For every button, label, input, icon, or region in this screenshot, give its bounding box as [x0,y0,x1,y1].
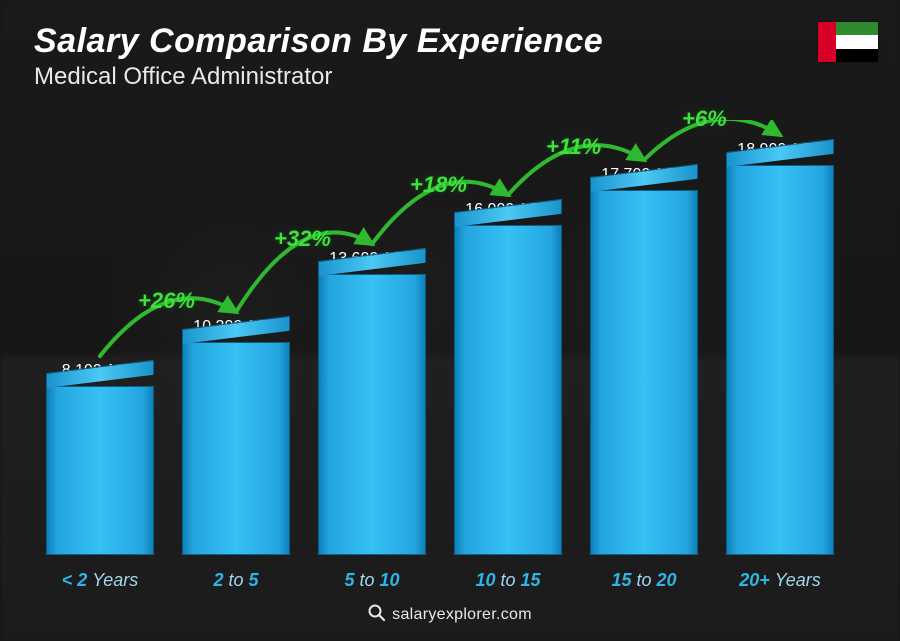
x-tick-label: 10 to 15 [454,570,562,591]
footer-site: salaryexplorer.com [392,606,532,623]
x-axis: < 2 Years 2 to 5 5 to 10 10 to 15 15 to 20 20… [40,570,840,591]
bar [46,386,154,555]
x-tick-label: 20+ Years [726,570,834,591]
bar-column: 17,700 AED [590,166,698,555]
x-tick-label: 15 to 20 [590,570,698,591]
increment-pct-label: +18% [410,172,467,198]
x-tick-label: 2 to 5 [182,570,290,591]
bar [590,190,698,555]
increment-pct-label: +26% [138,288,195,314]
uae-flag-icon [818,22,878,62]
x-tick-label: 5 to 10 [318,570,426,591]
footer: salaryexplorer.com [0,604,900,627]
salary-bar-chart: 8,190 AED 10,300 AED 13,600 AED 16,000 AED 1… [40,120,840,555]
bar-column: 8,190 AED [46,362,154,555]
page-title: Salary Comparison By Experience [34,22,603,61]
bar [318,274,426,555]
bar-column: 16,000 AED [454,201,562,555]
x-tick-label: < 2 Years [46,570,154,591]
content-root: Salary Comparison By Experience Medical … [0,0,900,641]
title-block: Salary Comparison By Experience Medical … [34,22,603,91]
bar [726,165,834,555]
bar-column: 13,600 AED [318,250,426,555]
bar [182,342,290,555]
logo-icon [368,604,386,627]
bar-column: 18,900 AED [726,141,834,555]
bar-column: 10,300 AED [182,318,290,555]
increment-pct-label: +11% [546,134,601,160]
page-subtitle: Medical Office Administrator [34,63,603,91]
bar [454,225,562,555]
increment-pct-label: +32% [274,226,331,252]
increment-pct-label: +6% [682,106,727,132]
